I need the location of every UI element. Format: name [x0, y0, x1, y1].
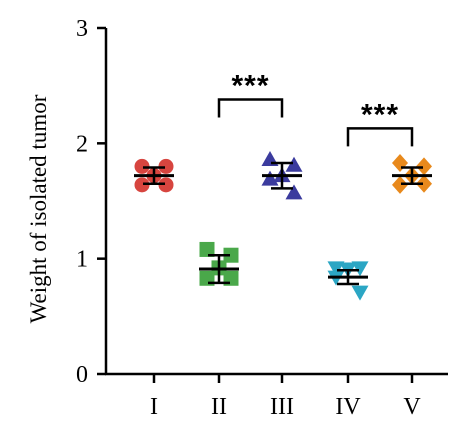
- data-point: [285, 156, 303, 172]
- significance-label: ***: [361, 98, 399, 131]
- x-tick-label: V: [403, 394, 421, 420]
- data-point: [199, 241, 215, 257]
- significance-bracket: [217, 98, 284, 118]
- data-point: [351, 261, 369, 277]
- data-point: [158, 158, 174, 174]
- x-tick-label: I: [150, 394, 158, 420]
- significance-bracket: [346, 127, 414, 147]
- data-point: [261, 170, 279, 186]
- data-point: [158, 177, 174, 193]
- x-tick-label: IV: [335, 394, 361, 420]
- x-tick-label: II: [211, 394, 227, 420]
- data-point: [416, 157, 432, 176]
- data-point: [351, 285, 369, 301]
- y-tick-label: 0: [76, 362, 88, 388]
- data-point: [327, 261, 345, 277]
- data-point: [285, 184, 303, 200]
- data-point: [223, 247, 239, 263]
- annotations: *** ***: [217, 70, 414, 147]
- significance-label: ***: [231, 70, 269, 103]
- data-point: [392, 153, 408, 172]
- data-point: [392, 175, 408, 194]
- y-tick-label: 1: [76, 247, 88, 273]
- data-point: [416, 174, 432, 193]
- data-point: [134, 158, 150, 174]
- y-tick-label: 2: [76, 131, 88, 157]
- y-tick-label: 3: [76, 16, 88, 42]
- data-point: [134, 177, 150, 193]
- x-tick-label: III: [270, 394, 294, 420]
- y-axis-title: Weight of isolated tumor: [26, 94, 51, 323]
- data-points: [134, 150, 432, 301]
